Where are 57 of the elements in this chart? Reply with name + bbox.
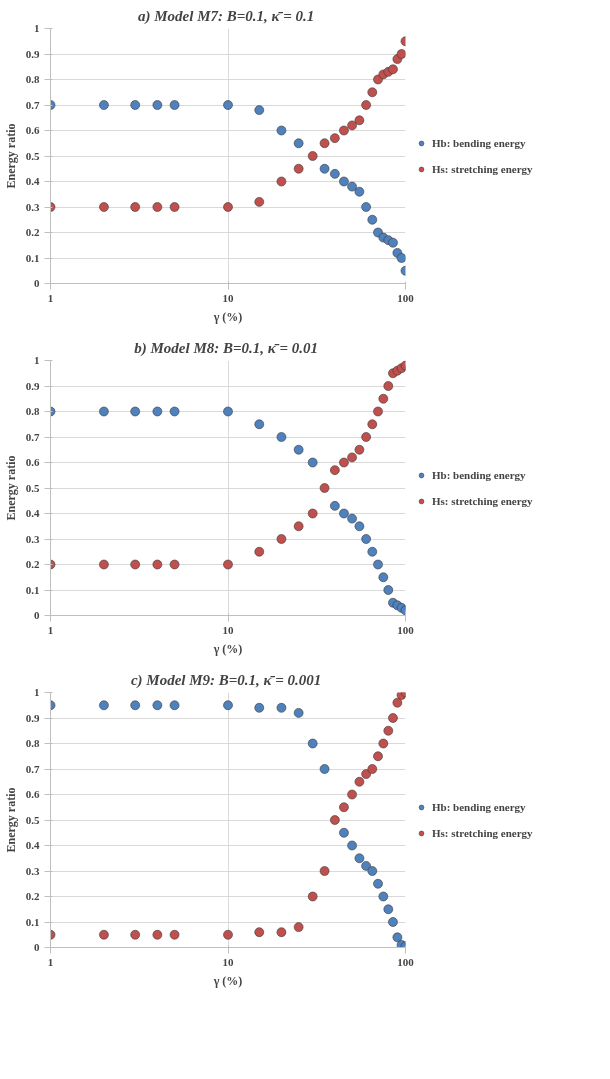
y-tick-label: 0.9 <box>25 47 40 60</box>
legend-label: Hb: bending energy <box>432 468 526 481</box>
x-tick-label: 1 <box>47 623 54 636</box>
y-tick-label: 0.4 <box>25 507 40 519</box>
y-tick-label: 0.7 <box>25 430 40 443</box>
chart-title: c) Model M9: B=0.1, κ̄ = 0.001 <box>130 671 322 689</box>
y-tick-label: 0.8 <box>25 737 40 749</box>
y-axis-title: Energy ratio <box>3 123 18 189</box>
x-tick-label: 100 <box>397 291 415 304</box>
y-tick-label: 0.1 <box>25 583 40 596</box>
y-tick-label: 0.5 <box>25 481 40 494</box>
y-tick-label: 0.4 <box>25 839 40 851</box>
y-tick-label: 0.7 <box>25 98 40 111</box>
y-axis-title: Energy ratio <box>3 787 18 853</box>
y-tick-label: 0.9 <box>25 379 40 392</box>
x-tick-label: 1 <box>47 955 54 968</box>
y-tick-label: 0.3 <box>25 864 40 877</box>
y-tick-label: 1 <box>34 22 40 34</box>
y-tick-label: 0.6 <box>25 456 40 468</box>
chart-title: b) Model M8: B=0.1, κ̄ = 0.01 <box>134 339 319 357</box>
y-tick-label: 0.7 <box>25 762 40 775</box>
y-tick-label: 0.8 <box>25 73 40 85</box>
legend-label: Hs: stretching energy <box>432 162 533 175</box>
y-tick-label: 0 <box>34 941 40 953</box>
x-axis-title: γ (%) <box>212 973 243 988</box>
legend-label: Hb: bending energy <box>432 800 526 813</box>
y-axis-title: Energy ratio <box>3 455 18 521</box>
y-tick-label: 0 <box>34 277 40 289</box>
y-tick-label: 0.6 <box>25 788 40 800</box>
chart-title: a) Model M7: B=0.1, κ̄ = 0.1 <box>137 7 315 25</box>
y-tick-label: 0.6 <box>25 124 40 136</box>
y-tick-label: 0.5 <box>25 813 40 826</box>
y-tick-label: 1 <box>34 354 40 366</box>
x-tick-label: 1 <box>47 291 54 304</box>
y-tick-label: 0.1 <box>25 915 40 928</box>
y-tick-label: 0.4 <box>25 175 40 187</box>
x-axis-title: γ (%) <box>212 641 243 656</box>
y-tick-label: 0.9 <box>25 711 40 724</box>
y-tick-label: 0.1 <box>25 251 40 264</box>
y-tick-label: 0.8 <box>25 405 40 417</box>
y-tick-label: 0.2 <box>25 890 40 902</box>
x-tick-label: 10 <box>222 291 234 304</box>
y-tick-label: 0.3 <box>25 532 40 545</box>
y-tick-label: 0 <box>34 609 40 621</box>
y-tick-label: 1 <box>34 686 40 698</box>
y-tick-label: 0.3 <box>25 200 40 213</box>
x-tick-label: 100 <box>397 955 415 968</box>
legend-label: Hb: bending energy <box>432 136 526 149</box>
x-tick-label: 10 <box>222 623 234 636</box>
y-tick-label: 0.5 <box>25 149 40 162</box>
x-tick-label: 10 <box>222 955 234 968</box>
x-tick-label: 100 <box>397 623 415 636</box>
x-axis-title: γ (%) <box>212 309 243 324</box>
legend-label: Hs: stretching energy <box>432 826 533 839</box>
legend-label: Hs: stretching energy <box>432 494 533 507</box>
y-tick-label: 0.2 <box>25 226 40 238</box>
y-tick-label: 0.2 <box>25 558 40 570</box>
